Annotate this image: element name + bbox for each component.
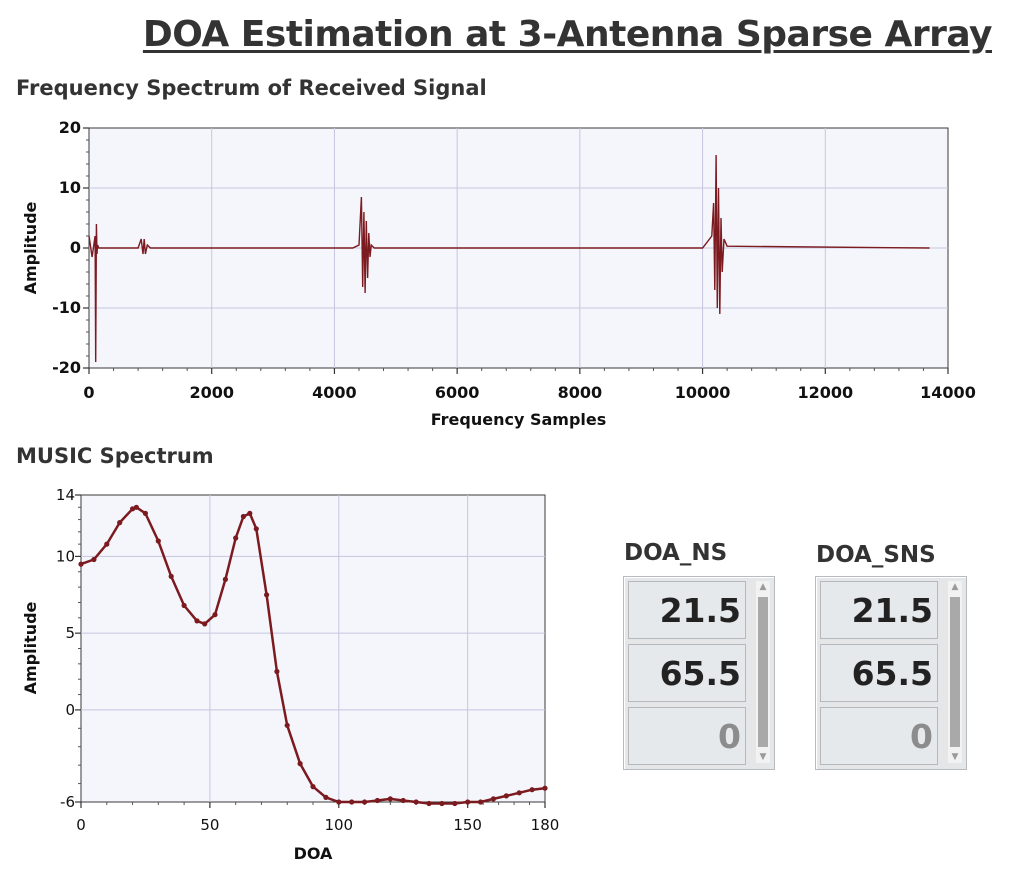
- music-data-point: [104, 541, 110, 547]
- music-data-point: [212, 612, 218, 618]
- doa-ns-value-2[interactable]: 0: [628, 707, 746, 765]
- spectrum-plot-area: [88, 127, 949, 369]
- doa-sns-array[interactable]: 21.5 65.5 0 ▲ ▼: [815, 576, 967, 770]
- doa-ns-value-0[interactable]: 21.5: [628, 581, 746, 639]
- spectrum-tick-label-x: 2000: [189, 383, 234, 402]
- music-tick-label-y: 10: [56, 547, 75, 565]
- music-tick-label-y: 5: [65, 624, 75, 642]
- music-data-point: [168, 573, 174, 580]
- music-series-line: [80, 506, 546, 805]
- music-data-point: [387, 796, 393, 802]
- music-tick-label-y: 14: [56, 486, 75, 504]
- music-data-point: [439, 800, 445, 807]
- music-data-point: [413, 799, 419, 805]
- spectrum-section-title: Frequency Spectrum of Received Signal: [16, 76, 487, 100]
- page-title: DOA Estimation at 3-Antenna Sparse Array: [142, 14, 993, 55]
- music-y-axis-label: Amplitude: [21, 601, 40, 694]
- music-section-title: MUSIC Spectrum: [16, 444, 214, 468]
- doa-ns-label: DOA_NS: [624, 540, 728, 566]
- doa-sns-value-2[interactable]: 0: [820, 707, 938, 765]
- music-data-point: [336, 799, 342, 805]
- music-data-point: [426, 800, 432, 807]
- music-data-point: [490, 796, 496, 802]
- doa-sns-label: DOA_SNS: [816, 542, 936, 568]
- music-tick-label-y: 0: [65, 701, 75, 719]
- music-data-point: [247, 510, 253, 516]
- music-data-point: [202, 621, 208, 627]
- music-data-point: [503, 793, 509, 799]
- music-data-point: [297, 761, 303, 767]
- music-data-point: [362, 799, 368, 805]
- doa-ns-scroll-thumb[interactable]: [758, 597, 768, 747]
- music-data-point: [240, 513, 246, 520]
- music-data-point: [78, 561, 84, 567]
- spectrum-tick-label-x: 8000: [558, 383, 603, 402]
- music-data-point: [181, 602, 187, 609]
- doa-sns-value-0[interactable]: 21.5: [820, 581, 938, 639]
- music-tick-label-x: 50: [200, 816, 219, 834]
- music-data-point: [349, 799, 355, 805]
- music-data-point: [374, 797, 380, 804]
- music-data-point: [233, 535, 239, 541]
- doa-ns-value-1[interactable]: 65.5: [628, 644, 746, 702]
- music-data-point: [516, 790, 522, 796]
- music-plot-area: [80, 494, 546, 803]
- music-tick-label-y: -6: [60, 793, 75, 811]
- music-data-point: [478, 799, 484, 805]
- spectrum-tick-label-y: 10: [59, 178, 81, 197]
- spectrum-series-line: [88, 154, 930, 363]
- spectrum-tick-label-x: 14000: [920, 383, 976, 402]
- music-data-point: [117, 520, 123, 526]
- music-data-point: [253, 526, 259, 532]
- doa-sns-scroll-thumb[interactable]: [950, 597, 960, 747]
- scroll-down-icon[interactable]: ▼: [759, 752, 767, 762]
- music-data-point: [465, 799, 471, 805]
- music-data-point: [264, 592, 270, 598]
- music-data-point: [155, 538, 161, 544]
- doa-ns-array[interactable]: 21.5 65.5 0 ▲ ▼: [623, 576, 775, 770]
- spectrum-tick-label-x: 12000: [797, 383, 853, 402]
- music-data-point: [91, 556, 97, 563]
- doa-sns-scrollbar[interactable]: ▲ ▼: [948, 581, 962, 763]
- spectrum-tick-label-y: -20: [52, 358, 81, 377]
- spectrum-tick-label-x: 4000: [312, 383, 357, 402]
- scroll-down-icon[interactable]: ▼: [951, 752, 959, 762]
- music-data-point: [542, 785, 548, 791]
- music-data-point: [133, 504, 139, 510]
- doa-sns-value-1[interactable]: 65.5: [820, 644, 938, 702]
- music-data-point: [323, 794, 329, 801]
- music-data-point: [452, 800, 458, 807]
- scroll-up-icon[interactable]: ▲: [759, 582, 767, 592]
- music-data-point: [529, 787, 535, 793]
- spectrum-tick-label-y: 20: [59, 118, 81, 137]
- spectrum-tick-label-y: -10: [52, 298, 81, 317]
- music-tick-label-x: 100: [324, 816, 353, 834]
- music-tick-label-x: 0: [76, 816, 86, 834]
- spectrum-x-axis-label: Frequency Samples: [431, 410, 607, 429]
- spectrum-tick-label-x: 10000: [675, 383, 731, 402]
- music-data-point: [194, 618, 200, 624]
- spectrum-tick-label-y: 0: [70, 238, 81, 257]
- music-data-point: [310, 784, 316, 790]
- music-tick-label-x: 150: [453, 816, 482, 834]
- music-data-point: [142, 510, 148, 516]
- spectrum-tick-label-x: 6000: [435, 383, 480, 402]
- music-data-point: [130, 506, 136, 512]
- music-x-axis-label: DOA: [294, 844, 333, 863]
- spectrum-y-axis-label: Amplitude: [21, 201, 40, 294]
- spectrum-tick-label-x: 0: [83, 383, 94, 402]
- music-data-point: [274, 668, 280, 675]
- doa-ns-scrollbar[interactable]: ▲ ▼: [756, 581, 770, 763]
- scroll-up-icon[interactable]: ▲: [951, 582, 959, 592]
- music-data-point: [222, 576, 228, 583]
- music-data-point: [400, 797, 406, 804]
- music-data-point: [284, 722, 290, 728]
- music-tick-label-x: 180: [531, 816, 560, 834]
